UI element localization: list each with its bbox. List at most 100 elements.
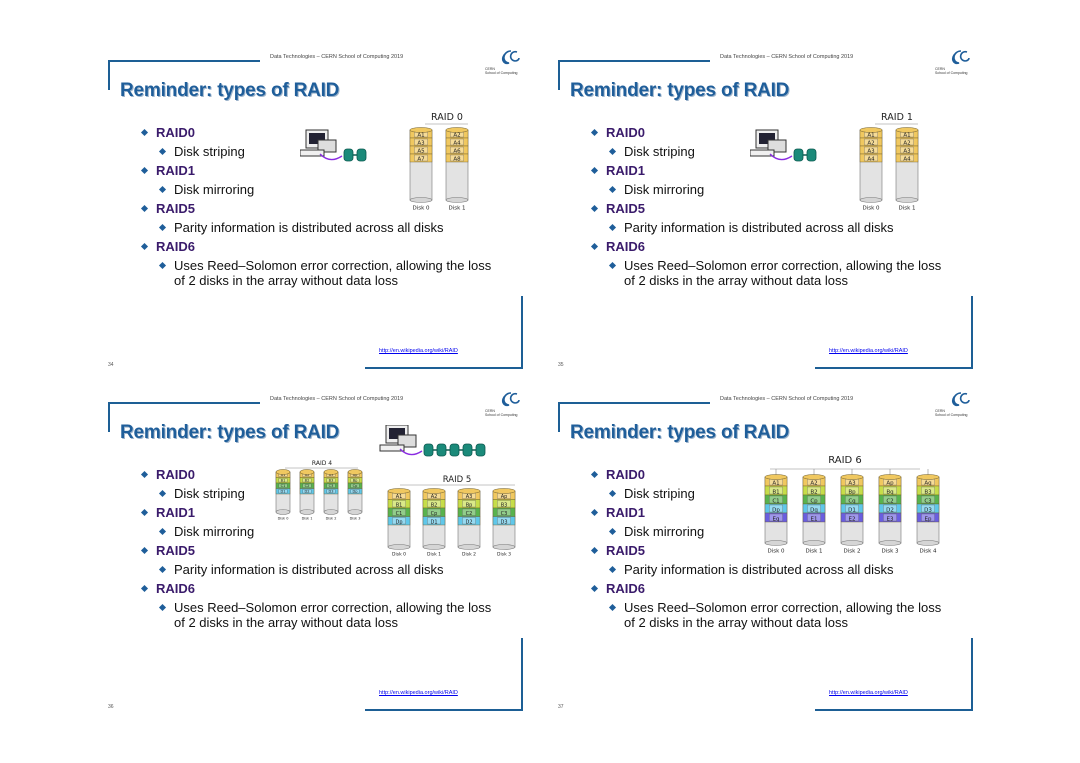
diamond-bullet-icon bbox=[590, 242, 599, 251]
slide-title: Reminder: types of RAID bbox=[120, 422, 340, 443]
csc-swirl-icon bbox=[501, 50, 520, 65]
block-label: A2 bbox=[867, 140, 874, 146]
disk-cylinder: Aq B3 C3 D3 Ep Disk 4 bbox=[916, 474, 940, 555]
block-label: A4 bbox=[867, 156, 875, 162]
data-block bbox=[878, 512, 902, 523]
block-label: B1 bbox=[772, 489, 779, 495]
bullet-raid1-sub: Disk mirroring bbox=[590, 180, 954, 199]
disk-cylinder: A1 B1 C1 Dp Disk 0 bbox=[387, 488, 411, 558]
disk-label: Disk 3 bbox=[350, 517, 361, 521]
disk-link-icon bbox=[423, 443, 434, 457]
slide-title: Reminder: types of RAID bbox=[570, 80, 790, 101]
block-label: A1 bbox=[281, 473, 286, 477]
slide-number: 36 bbox=[108, 704, 114, 710]
frame-left-line bbox=[108, 60, 110, 90]
disk-link-icon bbox=[356, 148, 367, 162]
bullet-raid5-sub: Parity information is distributed across… bbox=[590, 218, 954, 237]
disk-label: Disk 0 bbox=[412, 206, 430, 212]
cern-school-logo: CERN School of Computing bbox=[485, 390, 531, 420]
disk-label: Disk 2 bbox=[843, 549, 860, 555]
block-label: A3 bbox=[466, 494, 473, 500]
block-label: D1 bbox=[430, 519, 437, 525]
bullet-raid5: RAID5 bbox=[140, 199, 504, 218]
disk-label: Disk 1 bbox=[302, 517, 313, 521]
block-label: D3 bbox=[500, 519, 507, 525]
cern-school-logo: CERN School of Computing bbox=[485, 48, 531, 78]
frame-bottom-line bbox=[365, 367, 523, 369]
diamond-bullet-icon bbox=[608, 223, 617, 232]
block-label: D2 bbox=[465, 519, 472, 525]
slide-36: Data Technologies – CERN School of Compu… bbox=[100, 385, 548, 715]
block-label: A1 bbox=[417, 132, 424, 138]
diamond-bullet-icon bbox=[158, 261, 167, 270]
disk-link-icon bbox=[475, 443, 486, 457]
diamond-bullet-icon bbox=[608, 489, 617, 498]
block-label: E2 bbox=[849, 516, 856, 522]
bullet-raid1: RAID1 bbox=[590, 161, 954, 180]
bullet-raid5: RAID5 bbox=[590, 541, 954, 560]
diamond-bullet-icon bbox=[608, 603, 617, 612]
block-label: A8 bbox=[453, 156, 461, 162]
block-label: B1 bbox=[396, 502, 403, 508]
disk-cylinder: Ap Bq C2 D2 E3 Disk 3 bbox=[878, 474, 902, 555]
logo-line1: CERN bbox=[935, 67, 945, 71]
slide-header: Data Technologies – CERN School of Compu… bbox=[270, 396, 404, 402]
frame-bottom-line bbox=[815, 367, 973, 369]
disk-label: Disk 0 bbox=[767, 549, 785, 555]
logo-line1: CERN bbox=[485, 67, 495, 71]
disk-link-icon bbox=[793, 148, 804, 162]
disk-label: Disk 1 bbox=[805, 549, 822, 555]
disk-label: Disk 1 bbox=[427, 552, 441, 558]
data-block bbox=[859, 153, 883, 163]
raid4-label: RAID 4 bbox=[312, 460, 332, 467]
bullet-raid0: RAID0 bbox=[590, 465, 954, 484]
diamond-bullet-icon bbox=[140, 204, 149, 213]
wikipedia-raid-link[interactable]: http://en.wikipedia.org/wiki/RAID bbox=[829, 348, 908, 354]
block-label: Bp bbox=[848, 489, 856, 495]
block-label: Dp bbox=[395, 519, 402, 525]
diamond-bullet-icon bbox=[140, 508, 149, 517]
block-label: Ap bbox=[886, 480, 894, 486]
block-label: C1 bbox=[281, 484, 286, 488]
frame-top-line bbox=[108, 402, 260, 404]
wikipedia-raid-link[interactable]: http://en.wikipedia.org/wiki/RAID bbox=[829, 690, 908, 696]
diamond-bullet-icon bbox=[608, 565, 617, 574]
block-label: A1 bbox=[772, 480, 779, 486]
logo-line2: School of Computing bbox=[485, 413, 518, 417]
bullet-raid6: RAID6 bbox=[140, 579, 504, 598]
block-label: A2 bbox=[431, 494, 438, 500]
bullet-raid6: RAID6 bbox=[590, 237, 954, 256]
block-label: E1 bbox=[811, 516, 818, 522]
data-block bbox=[492, 516, 516, 526]
diamond-bullet-icon bbox=[590, 128, 599, 137]
bullet-raid1-sub: Disk mirroring bbox=[140, 522, 504, 541]
frame-bottom-line bbox=[365, 709, 523, 711]
bullet-raid0: RAID0 bbox=[140, 123, 504, 142]
computer-icon bbox=[750, 129, 817, 162]
diamond-bullet-icon bbox=[140, 166, 149, 175]
diamond-bullet-icon bbox=[590, 584, 599, 593]
logo-line2: School of Computing bbox=[935, 413, 968, 417]
cern-school-logo: CERN School of Computing bbox=[935, 48, 981, 78]
wikipedia-raid-link[interactable]: http://en.wikipedia.org/wiki/RAID bbox=[379, 348, 458, 354]
data-block bbox=[409, 153, 433, 163]
disk-cylinder: A1 B1 C1 Dp Eq Disk 0 bbox=[764, 474, 788, 555]
block-label: D3 bbox=[329, 489, 334, 493]
block-label: E3 bbox=[887, 516, 894, 522]
csc-swirl-icon bbox=[501, 392, 520, 407]
csc-swirl-icon bbox=[951, 392, 970, 407]
wikipedia-raid-link[interactable]: http://en.wikipedia.org/wiki/RAID bbox=[379, 690, 458, 696]
disk-label: Disk 0 bbox=[278, 517, 289, 521]
block-label: A3 bbox=[329, 473, 334, 477]
diamond-bullet-icon bbox=[158, 489, 167, 498]
logo-line2: School of Computing bbox=[485, 71, 518, 75]
bullet-list: RAID0 Disk striping RAID1 Disk mirroring… bbox=[590, 465, 954, 630]
slide-34: Data Technologies – CERN School of Compu… bbox=[100, 43, 548, 373]
slide-title: Reminder: types of RAID bbox=[120, 80, 340, 101]
block-label: B2 bbox=[305, 478, 310, 482]
frame-top-line bbox=[558, 402, 710, 404]
block-label: Dq bbox=[810, 507, 818, 513]
bullet-raid6-sub: Uses Reed–Solomon error correction, allo… bbox=[590, 256, 954, 288]
